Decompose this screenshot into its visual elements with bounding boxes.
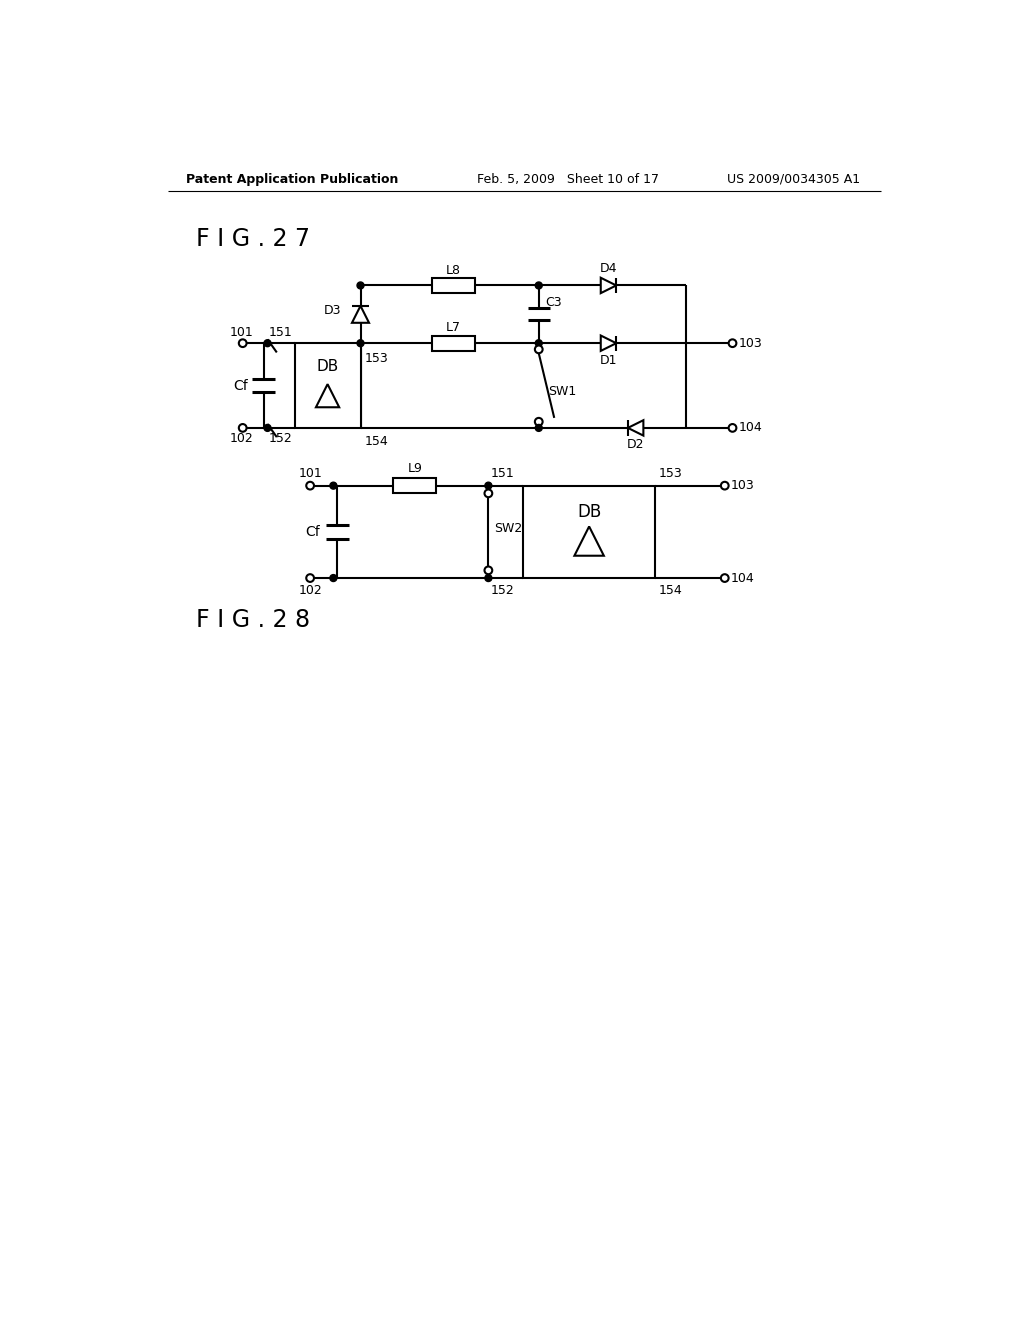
- Text: 152: 152: [490, 583, 514, 597]
- Circle shape: [306, 574, 314, 582]
- Circle shape: [330, 574, 337, 582]
- Circle shape: [485, 482, 492, 490]
- Bar: [393, 478, 436, 494]
- Circle shape: [729, 339, 736, 347]
- Text: L8: L8: [446, 264, 461, 277]
- Text: 104: 104: [738, 421, 763, 434]
- Text: 102: 102: [298, 583, 322, 597]
- Polygon shape: [628, 420, 643, 436]
- Circle shape: [357, 339, 364, 347]
- Circle shape: [536, 425, 543, 432]
- Text: Patent Application Publication: Patent Application Publication: [186, 173, 398, 186]
- Circle shape: [729, 424, 736, 432]
- Text: 151: 151: [269, 326, 293, 339]
- Text: D3: D3: [324, 304, 341, 317]
- Text: F I G . 2 7: F I G . 2 7: [197, 227, 310, 251]
- Polygon shape: [574, 527, 604, 556]
- Text: Feb. 5, 2009   Sheet 10 of 17: Feb. 5, 2009 Sheet 10 of 17: [477, 173, 658, 186]
- Circle shape: [357, 282, 364, 289]
- Text: 102: 102: [229, 432, 253, 445]
- Text: 151: 151: [490, 467, 514, 480]
- Circle shape: [264, 425, 271, 432]
- Circle shape: [306, 482, 314, 490]
- Text: Cf: Cf: [233, 379, 248, 392]
- Circle shape: [535, 346, 543, 354]
- Text: 153: 153: [365, 352, 388, 366]
- Text: 103: 103: [731, 479, 755, 492]
- Text: 154: 154: [365, 436, 388, 449]
- Circle shape: [330, 482, 337, 490]
- Text: Cf: Cf: [305, 525, 321, 539]
- Text: 101: 101: [298, 467, 322, 480]
- Text: L7: L7: [446, 321, 461, 334]
- Polygon shape: [601, 335, 616, 351]
- Polygon shape: [316, 384, 339, 408]
- Polygon shape: [601, 277, 616, 293]
- Text: D4: D4: [600, 261, 617, 275]
- Text: F I G . 2 8: F I G . 2 8: [197, 609, 310, 632]
- Text: DB: DB: [316, 359, 339, 375]
- Text: 103: 103: [738, 337, 763, 350]
- Text: US 2009/0034305 A1: US 2009/0034305 A1: [727, 173, 860, 186]
- Bar: [295, 343, 360, 428]
- Circle shape: [239, 339, 247, 347]
- Polygon shape: [352, 306, 369, 323]
- Text: DB: DB: [577, 503, 601, 520]
- Bar: [432, 335, 475, 351]
- Bar: [432, 277, 475, 293]
- Circle shape: [536, 282, 543, 289]
- Text: SW1: SW1: [548, 385, 577, 399]
- Circle shape: [536, 339, 543, 347]
- Circle shape: [721, 482, 729, 490]
- Bar: [523, 486, 655, 578]
- Circle shape: [264, 339, 271, 347]
- Text: D1: D1: [600, 354, 617, 367]
- Text: 154: 154: [658, 583, 683, 597]
- Text: 152: 152: [269, 432, 293, 445]
- Text: L9: L9: [408, 462, 422, 475]
- Circle shape: [535, 418, 543, 425]
- Text: D2: D2: [627, 438, 644, 451]
- Text: 104: 104: [731, 572, 755, 585]
- Circle shape: [484, 566, 493, 574]
- Text: 101: 101: [229, 326, 253, 339]
- Circle shape: [484, 490, 493, 498]
- Circle shape: [485, 574, 492, 582]
- Text: 153: 153: [658, 467, 683, 480]
- Text: SW2: SW2: [495, 521, 523, 535]
- Text: C3: C3: [545, 296, 561, 309]
- Circle shape: [721, 574, 729, 582]
- Circle shape: [239, 424, 247, 432]
